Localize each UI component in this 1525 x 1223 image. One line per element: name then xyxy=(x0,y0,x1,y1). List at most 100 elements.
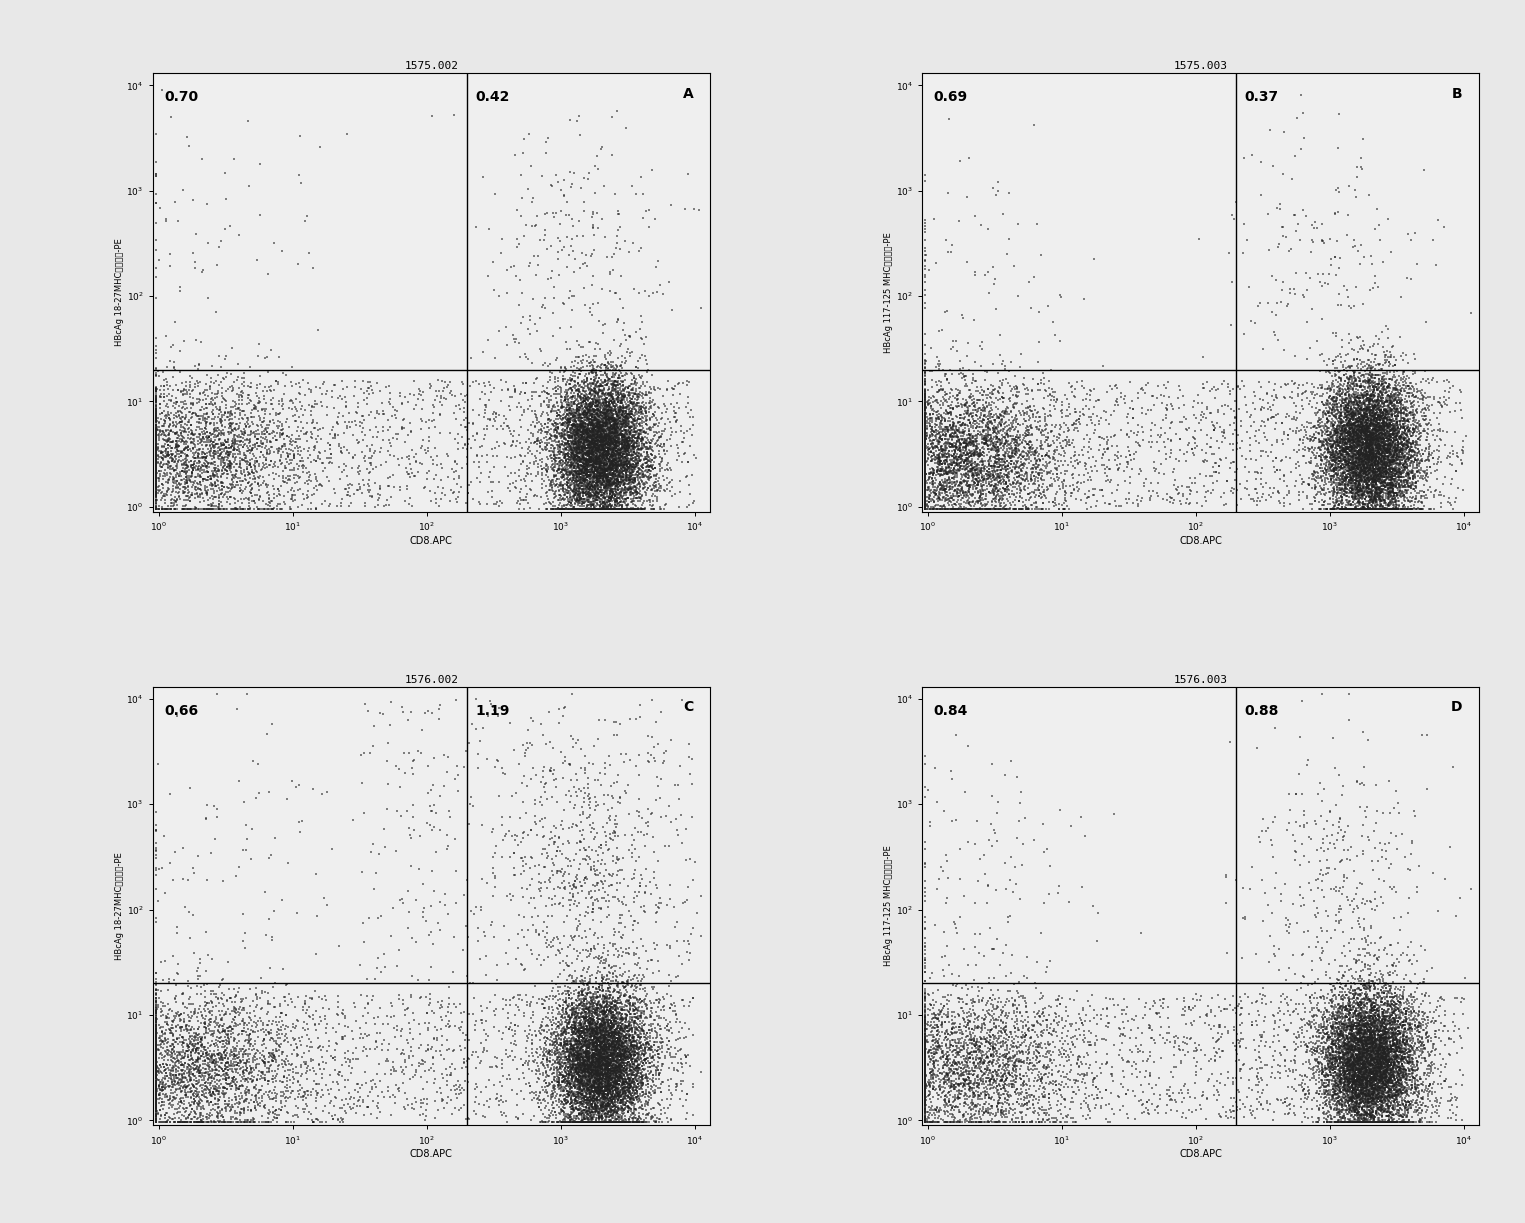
Point xyxy=(1377,347,1401,367)
Point xyxy=(561,1058,586,1077)
Point xyxy=(195,194,220,214)
Point xyxy=(971,397,996,417)
Point xyxy=(1157,1077,1182,1097)
Point xyxy=(558,1104,583,1124)
Point xyxy=(1382,418,1406,438)
Point xyxy=(145,483,169,503)
Point xyxy=(1354,482,1379,501)
Point xyxy=(961,991,985,1010)
Point xyxy=(573,1052,598,1071)
Point xyxy=(561,459,586,478)
Point xyxy=(602,1062,627,1081)
Point xyxy=(575,1088,599,1108)
Point xyxy=(445,424,470,444)
Point xyxy=(1357,419,1382,439)
Point xyxy=(583,1113,607,1132)
Point xyxy=(1365,1000,1389,1020)
Point xyxy=(1354,404,1379,423)
Point xyxy=(1382,1085,1406,1104)
Point xyxy=(1354,1048,1379,1068)
Point xyxy=(578,1055,602,1075)
Point xyxy=(618,1042,642,1062)
Point xyxy=(1061,416,1086,435)
Point xyxy=(578,416,602,435)
Point xyxy=(558,421,583,440)
Point xyxy=(580,1032,604,1052)
Point xyxy=(1336,1086,1360,1106)
Point xyxy=(1394,1035,1418,1054)
Point xyxy=(1310,393,1334,412)
Point xyxy=(233,1053,258,1073)
Point xyxy=(584,1097,608,1117)
Point xyxy=(1315,439,1339,459)
Point xyxy=(1392,1097,1417,1117)
Point xyxy=(590,402,615,422)
Point xyxy=(598,808,622,828)
Point xyxy=(991,472,1016,492)
Point xyxy=(175,462,200,482)
Point xyxy=(1308,1019,1333,1038)
Point xyxy=(584,1080,608,1099)
Point xyxy=(602,417,627,437)
Point xyxy=(913,1059,938,1079)
Point xyxy=(522,453,546,472)
Point xyxy=(209,1106,233,1125)
Point xyxy=(618,1057,642,1076)
Point xyxy=(1365,1065,1389,1085)
Point xyxy=(1348,336,1372,356)
Point xyxy=(634,393,659,412)
Point xyxy=(1026,380,1051,400)
Point xyxy=(927,429,952,449)
Point xyxy=(1084,497,1109,516)
Point xyxy=(395,476,419,495)
Point xyxy=(1005,1002,1029,1021)
Point xyxy=(558,1095,583,1114)
Point xyxy=(1362,1073,1386,1092)
Point xyxy=(1034,1010,1058,1030)
Point xyxy=(1340,1054,1365,1074)
Point xyxy=(580,1113,604,1132)
Point xyxy=(584,466,608,486)
Point xyxy=(971,385,996,405)
Point xyxy=(1368,1070,1392,1090)
Point xyxy=(589,1058,613,1077)
Point xyxy=(1362,1048,1386,1068)
Point xyxy=(601,967,625,987)
Point xyxy=(933,417,958,437)
Point xyxy=(1363,483,1388,503)
Point xyxy=(595,413,619,433)
Point xyxy=(1354,1011,1379,1031)
Point xyxy=(933,1049,958,1069)
Point xyxy=(561,481,586,500)
Point xyxy=(1380,453,1405,472)
Point xyxy=(189,1005,214,1025)
Point xyxy=(598,1113,622,1132)
Point xyxy=(1360,492,1385,511)
Point xyxy=(942,1041,967,1060)
Point xyxy=(595,402,619,422)
Point xyxy=(215,1053,239,1073)
Point xyxy=(1304,456,1328,476)
Point xyxy=(1382,486,1406,505)
Point xyxy=(1382,497,1406,516)
Point xyxy=(203,987,227,1007)
Point xyxy=(224,1055,249,1075)
Point xyxy=(607,1030,631,1049)
Point xyxy=(1342,1036,1366,1055)
Point xyxy=(944,923,968,943)
Point xyxy=(1365,1002,1389,1021)
Point xyxy=(1388,454,1412,473)
Point xyxy=(215,443,239,462)
Point xyxy=(551,768,575,788)
Point xyxy=(613,419,637,439)
Point xyxy=(962,371,987,390)
Point xyxy=(1398,402,1423,422)
Point xyxy=(197,1080,221,1099)
Point xyxy=(1045,1015,1069,1035)
Point xyxy=(1322,1013,1347,1032)
Point xyxy=(580,1038,604,1058)
Point xyxy=(1347,1025,1371,1044)
Point xyxy=(200,432,224,451)
Point xyxy=(1371,1043,1395,1063)
Point xyxy=(543,1044,567,1064)
